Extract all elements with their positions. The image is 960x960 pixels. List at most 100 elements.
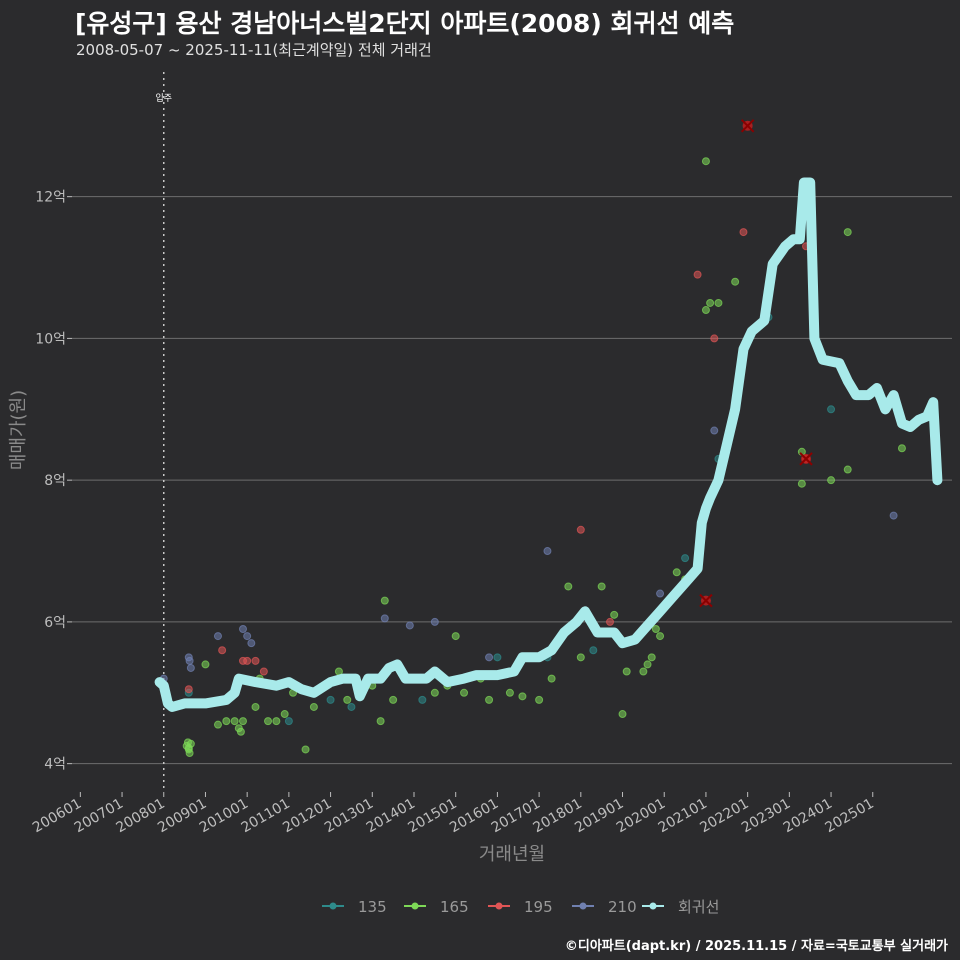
point-165	[460, 688, 469, 697]
point-210	[656, 589, 665, 598]
outlier-cross	[699, 593, 713, 608]
y-tick-label-6: 6억	[44, 615, 66, 631]
point-165	[547, 674, 556, 683]
point-165	[535, 695, 544, 704]
point-165	[564, 582, 573, 591]
y-tick-label-4: 4억	[44, 757, 66, 773]
point-165	[201, 660, 210, 669]
point-135	[827, 405, 836, 414]
point-165	[701, 306, 710, 315]
point-165	[251, 702, 260, 711]
point-195	[739, 228, 748, 237]
x-tick-label-202501: 202501	[822, 796, 876, 837]
y-axis-ticks: 4억 6억 8억 10억 12억	[35, 190, 72, 773]
point-210	[243, 632, 252, 641]
chart-caption: ©디아파트(dapt.kr) / 2025.11.15 / 자료=국토교통부 실…	[564, 939, 948, 954]
point-165	[485, 695, 494, 704]
point-165	[505, 688, 514, 697]
point-165	[618, 710, 627, 719]
point-165	[714, 298, 723, 307]
point-165	[647, 653, 656, 662]
point-210	[186, 663, 195, 672]
point-165	[672, 568, 681, 577]
point-195	[184, 685, 193, 694]
point-165	[843, 228, 852, 237]
y-tick-label-12: 12억	[35, 190, 66, 206]
legend-dot-3	[579, 902, 587, 910]
point-195	[576, 525, 585, 534]
point-165	[236, 727, 245, 736]
point-165	[184, 744, 193, 753]
point-165	[343, 695, 352, 704]
point-165	[576, 653, 585, 662]
point-165	[706, 298, 715, 307]
y-axis-title: 매매가(원)	[8, 390, 29, 470]
point-165	[389, 695, 398, 704]
regression-layer	[154, 177, 943, 712]
point-165	[656, 632, 665, 641]
point-210	[485, 653, 494, 662]
point-210	[238, 624, 247, 633]
point-210	[889, 511, 898, 520]
point-210	[380, 614, 389, 623]
point-165	[301, 745, 310, 754]
outlier-cross	[799, 452, 813, 466]
legend-dot-0	[329, 902, 337, 910]
point-210	[213, 632, 222, 641]
legend-label-2: 195	[524, 898, 553, 916]
point-135	[493, 653, 502, 662]
point-165	[430, 688, 439, 697]
point-135	[681, 554, 690, 563]
point-135	[418, 695, 427, 704]
x-axis-ticks: 2006012007012008012009012010012011012012…	[30, 792, 877, 836]
point-165	[238, 717, 247, 726]
point-210	[185, 656, 194, 665]
outlier-markers	[699, 119, 813, 608]
y-tick-label-8: 8억	[44, 473, 66, 489]
point-165	[376, 717, 385, 726]
point-135	[284, 717, 293, 726]
scatter-points	[159, 157, 906, 758]
point-165	[451, 632, 460, 641]
grid-lines	[72, 196, 952, 765]
point-165	[309, 702, 318, 711]
point-210	[710, 426, 719, 435]
point-195	[243, 656, 252, 665]
legend: 135 165 195 210 회귀선	[322, 898, 719, 916]
point-135	[326, 695, 335, 704]
point-165	[843, 465, 852, 474]
point-195	[710, 334, 719, 343]
legend-label-3: 210	[608, 898, 637, 916]
point-165	[380, 596, 389, 605]
point-195	[251, 656, 260, 665]
point-165	[701, 157, 710, 166]
legend-label-4: 회귀선	[678, 898, 719, 916]
chart-title: [유성구] 용산 경남아너스빌2단지 아파트(2008) 회귀선 예측	[75, 9, 735, 38]
move-in-label: 입주	[155, 92, 172, 104]
point-165	[643, 660, 652, 669]
legend-label-1: 165	[440, 898, 469, 916]
outlier-cross	[740, 119, 755, 133]
point-165	[622, 667, 631, 676]
point-165	[264, 717, 273, 726]
point-210	[430, 617, 439, 626]
point-135	[589, 646, 598, 655]
legend-dot-2	[495, 902, 503, 910]
point-165	[610, 610, 619, 619]
point-165	[651, 624, 660, 633]
point-210	[247, 639, 256, 648]
legend-dot-1	[411, 902, 419, 910]
point-210	[405, 621, 414, 630]
point-165	[827, 476, 836, 485]
point-195	[218, 646, 227, 655]
annotation-layer: 입주	[155, 72, 172, 792]
point-165	[230, 717, 239, 726]
point-165	[518, 692, 527, 701]
point-165	[280, 710, 289, 719]
y-tick-label-10: 10억	[35, 331, 66, 347]
legend-label-0: 135	[358, 898, 387, 916]
point-165	[897, 444, 906, 453]
point-165	[272, 717, 281, 726]
point-210	[543, 547, 552, 556]
